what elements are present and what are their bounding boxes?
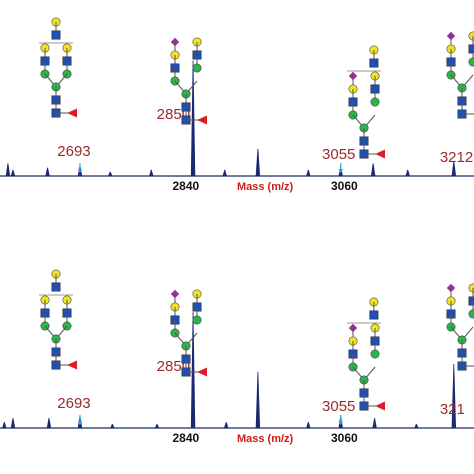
- x-tick-label: 2840: [173, 431, 200, 445]
- spectrum-peak: [45, 167, 50, 176]
- spectrum-peak: [223, 422, 229, 428]
- fucose-residue: [197, 115, 207, 125]
- fucose-residue: [197, 367, 207, 377]
- spectrum-peak: [255, 148, 261, 176]
- spectrum-peak: [190, 60, 196, 176]
- mannose-residue: [468, 309, 474, 319]
- mannose-residue: [192, 63, 202, 73]
- peak-mass-label: 3055: [322, 398, 355, 415]
- spectrum-peak: [405, 169, 410, 176]
- glcnac-residue: [51, 282, 61, 292]
- spectrum-peak: [414, 424, 419, 428]
- spectrum-peak: [149, 169, 154, 176]
- x-tick-label: 3060: [331, 179, 358, 193]
- peak-arrow-head: [77, 421, 83, 425]
- x-tick-label: 3060: [331, 431, 358, 445]
- glycan-structures: [39, 269, 474, 411]
- spectrum-peak: [154, 424, 160, 428]
- peak-arrow-head: [338, 421, 344, 425]
- spectrum-peak: [46, 418, 52, 428]
- mannose-residue: [370, 349, 380, 359]
- spectrum-peak: [222, 169, 227, 176]
- spectrum-peak: [10, 418, 16, 428]
- spectrum-peak: [370, 163, 376, 176]
- spectrum-peak: [10, 169, 16, 176]
- x-axis-title: Mass (m/z): [237, 181, 294, 193]
- x-axis-title: Mass (m/z): [237, 433, 294, 445]
- peak-mass-label: 3055: [322, 146, 355, 163]
- spectrum-peak: [110, 424, 115, 428]
- spectrum-peak: [451, 161, 457, 176]
- peak-mass-label: 3212: [440, 149, 473, 166]
- glcnac-residue: [369, 310, 379, 320]
- fucose-residue: [375, 401, 385, 411]
- mannose-residue: [192, 315, 202, 325]
- spectrum-peak: [5, 163, 11, 176]
- peak-arrow-head: [77, 169, 83, 173]
- spectrum-peak: [255, 372, 261, 428]
- peak-mass-label: 2693: [57, 143, 90, 160]
- spectrum-peak: [306, 169, 311, 176]
- spectrum-peak: [108, 171, 113, 176]
- spectrum-peak: [372, 418, 377, 428]
- peak-mass-label: 321: [440, 401, 465, 418]
- glycan-structures: [39, 17, 474, 159]
- fucose-residue: [67, 108, 77, 118]
- fucose-residue: [375, 149, 385, 159]
- spectrum-peak: [451, 364, 457, 428]
- x-tick-label: 2840: [173, 179, 200, 193]
- glcnac-residue: [51, 30, 61, 40]
- peak-mass-label: 2693: [57, 395, 90, 412]
- spectrum-peak: [2, 422, 7, 428]
- glcnac-residue: [369, 58, 379, 68]
- mannose-residue: [468, 57, 474, 67]
- spectrum-peak: [306, 422, 311, 428]
- mannose-residue: [370, 97, 380, 107]
- spectrum-peak: [190, 312, 196, 428]
- fucose-residue: [67, 360, 77, 370]
- peak-arrow-head: [338, 169, 344, 173]
